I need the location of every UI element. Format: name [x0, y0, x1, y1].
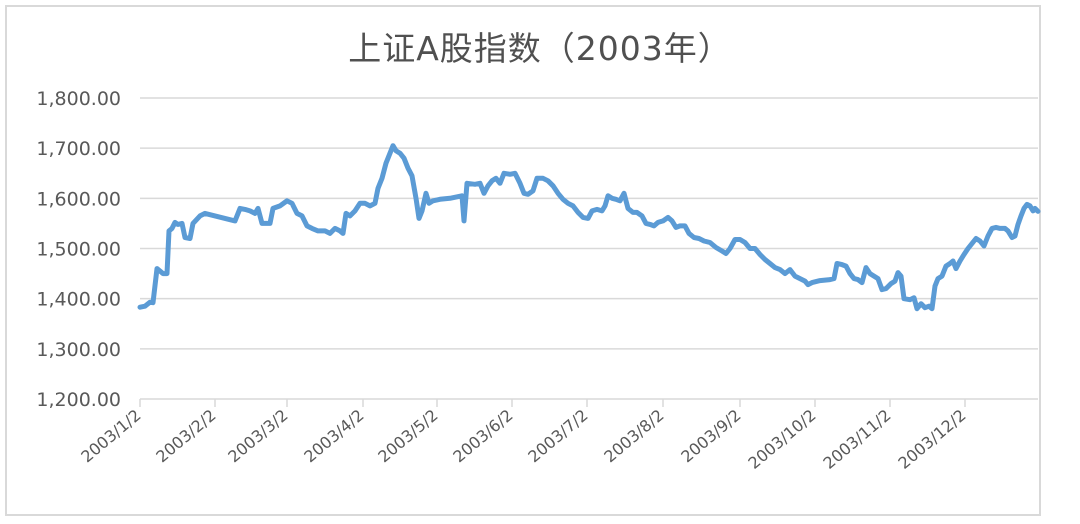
x-axis: 2003/1/2 2003/2/2 2003/3/2 2003/4/2 2003/5/2…	[77, 399, 970, 473]
y-tick-label: 1,200.00	[36, 389, 121, 411]
x-tick-label: 2003/1/2	[77, 406, 144, 467]
x-tick-label: 2003/6/2	[449, 406, 516, 467]
x-tick-label: 2003/4/2	[300, 406, 367, 467]
gridlines	[140, 97, 1038, 400]
x-tick-label: 2003/3/2	[224, 406, 291, 467]
y-tick-label: 1,400.00	[36, 289, 121, 311]
x-tick-label: 2003/5/2	[374, 406, 441, 467]
chart-title: 上证A股指数（2003年）	[348, 29, 732, 68]
y-axis: 1,200.00 1,300.00 1,400.00 1,500.00 1,600.00…	[36, 88, 121, 411]
x-tick-label: 2003/10/2	[745, 406, 820, 473]
x-tick-label: 2003/7/2	[524, 406, 591, 467]
y-tick-label: 1,300.00	[36, 339, 121, 361]
x-tick-label: 2003/2/2	[152, 406, 219, 467]
x-tick-label: 2003/8/2	[600, 406, 667, 467]
x-tick-label: 2003/11/2	[820, 406, 895, 473]
index-series-line	[137, 143, 1041, 312]
y-tick-label: 1,600.00	[36, 188, 121, 210]
y-tick-label: 1,800.00	[36, 88, 121, 110]
x-tick-label: 2003/9/2	[677, 406, 744, 467]
x-tick-label: 2003/12/2	[895, 406, 970, 473]
chart-frame	[5, 5, 1041, 516]
y-tick-label: 1,700.00	[36, 138, 121, 160]
y-tick-label: 1,500.00	[36, 239, 121, 261]
